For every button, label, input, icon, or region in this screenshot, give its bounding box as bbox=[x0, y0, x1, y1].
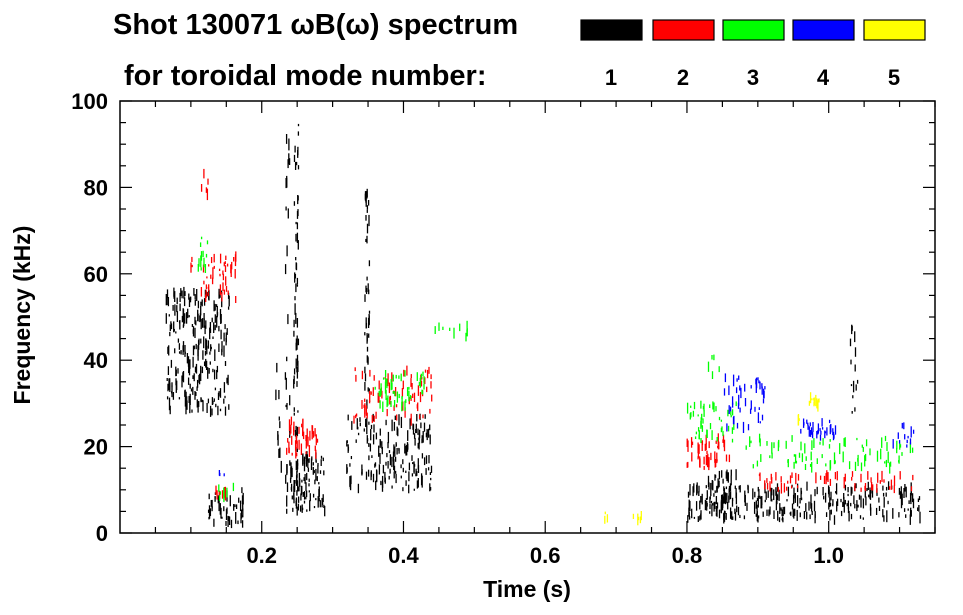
legend-label-4: 4 bbox=[817, 65, 830, 90]
x-tick-label: 0.8 bbox=[672, 543, 703, 568]
y-axis-ticks: 0 20 40 60 80 100 bbox=[71, 89, 935, 546]
x-tick-label: 0.4 bbox=[388, 543, 419, 568]
legend-label-3: 3 bbox=[747, 65, 759, 90]
x-tick-label: 1.0 bbox=[813, 543, 844, 568]
chart-title-line1: Shot 130071 ωB(ω) spectrum bbox=[113, 9, 518, 41]
y-tick-label: 20 bbox=[84, 435, 108, 460]
x-axis-label: Time (s) bbox=[483, 576, 571, 602]
x-tick-label: 0.6 bbox=[530, 543, 561, 568]
y-tick-label: 100 bbox=[71, 89, 108, 114]
y-tick-label: 0 bbox=[96, 521, 108, 546]
chart-title-group: Shot 130071 ωB(ω) spectrum for toroidal … bbox=[113, 9, 518, 92]
legend-label-1: 1 bbox=[605, 65, 617, 90]
axes: 0.2 0.4 0.6 0.8 1.0 0 20 40 60 80 100 Time (s) Fr… bbox=[9, 89, 936, 602]
y-tick-label: 40 bbox=[84, 348, 108, 373]
plot-frame bbox=[119, 100, 936, 534]
legend: 1 2 3 4 5 bbox=[580, 19, 926, 90]
legend-swatch-2 bbox=[652, 19, 715, 41]
x-axis-ticks: 0.2 0.4 0.6 0.8 1.0 bbox=[154, 101, 936, 568]
spectrogram-data bbox=[165, 123, 921, 529]
legend-label-5: 5 bbox=[888, 65, 900, 90]
legend-label-2: 2 bbox=[677, 65, 689, 90]
legend-swatch-4 bbox=[792, 19, 855, 41]
x-tick-label: 0.2 bbox=[246, 543, 277, 568]
series-n=1 bbox=[165, 123, 921, 529]
series-n=3 bbox=[197, 236, 914, 503]
y-axis-label: Frequency (kHz) bbox=[9, 226, 35, 405]
y-tick-label: 80 bbox=[84, 175, 108, 200]
legend-swatch-5 bbox=[863, 19, 926, 41]
series-n=5 bbox=[604, 392, 820, 526]
y-tick-label: 60 bbox=[84, 262, 108, 287]
legend-swatch-1 bbox=[580, 19, 643, 41]
series-n=4 bbox=[218, 373, 915, 477]
legend-swatch-3 bbox=[722, 19, 785, 41]
chart-title-line2: for toroidal mode number: bbox=[124, 60, 487, 92]
